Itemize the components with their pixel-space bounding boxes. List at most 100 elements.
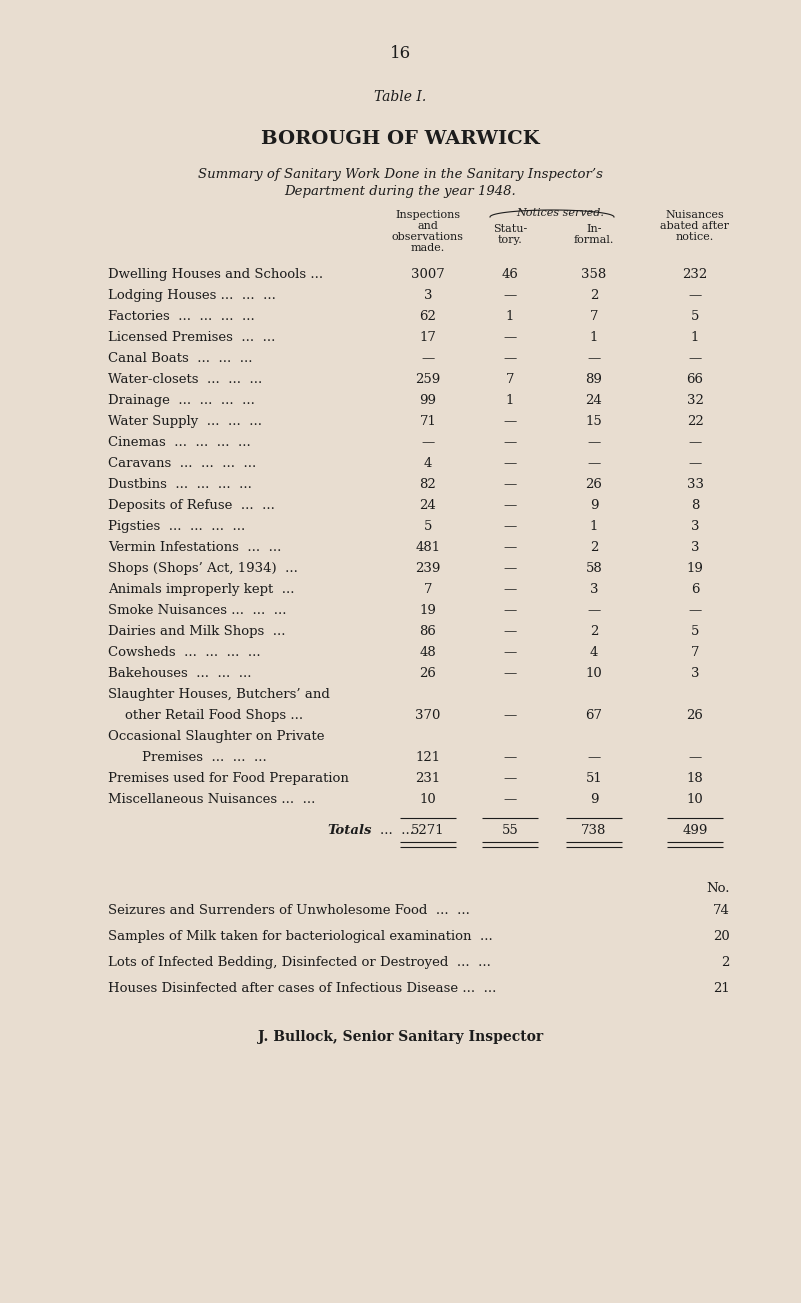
Text: —: — [503, 437, 517, 450]
Text: 5271: 5271 [411, 823, 445, 837]
Text: Dairies and Milk Shops  ...: Dairies and Milk Shops ... [108, 625, 285, 638]
Text: —: — [503, 709, 517, 722]
Text: formal.: formal. [574, 235, 614, 245]
Text: Bakehouses  ...  ...  ...: Bakehouses ... ... ... [108, 667, 252, 680]
Text: Inspections: Inspections [396, 210, 461, 220]
Text: 33: 33 [686, 478, 703, 491]
Text: 26: 26 [420, 667, 437, 680]
Text: 16: 16 [390, 46, 411, 63]
Text: Department during the year 1948.: Department during the year 1948. [284, 185, 517, 198]
Text: 20: 20 [713, 930, 730, 943]
Text: —: — [503, 646, 517, 659]
Text: Lots of Infected Bedding, Disinfected or Destroyed  ...  ...: Lots of Infected Bedding, Disinfected or… [108, 956, 491, 969]
Text: Canal Boats  ...  ...  ...: Canal Boats ... ... ... [108, 352, 252, 365]
Text: Dustbins  ...  ...  ...  ...: Dustbins ... ... ... ... [108, 478, 252, 491]
Text: observations: observations [392, 232, 464, 242]
Text: 51: 51 [586, 771, 602, 784]
Text: 7: 7 [424, 582, 433, 595]
Text: 9: 9 [590, 794, 598, 807]
Text: —: — [503, 771, 517, 784]
Text: Deposits of Refuse  ...  ...: Deposits of Refuse ... ... [108, 499, 275, 512]
Text: Caravans  ...  ...  ...  ...: Caravans ... ... ... ... [108, 457, 256, 470]
Text: —: — [503, 582, 517, 595]
Text: Notices served.: Notices served. [516, 208, 604, 218]
Text: 10: 10 [686, 794, 703, 807]
Text: —: — [587, 437, 601, 450]
Text: 22: 22 [686, 414, 703, 427]
Text: 18: 18 [686, 771, 703, 784]
Text: 4: 4 [424, 457, 433, 470]
Text: J. Bullock, Senior Sanitary Inspector: J. Bullock, Senior Sanitary Inspector [258, 1029, 543, 1044]
Text: Table I.: Table I. [374, 90, 427, 104]
Text: Shops (Shops’ Act, 1934)  ...: Shops (Shops’ Act, 1934) ... [108, 562, 298, 575]
Text: 62: 62 [420, 310, 437, 323]
Text: Cowsheds  ...  ...  ...  ...: Cowsheds ... ... ... ... [108, 646, 260, 659]
Text: 86: 86 [420, 625, 437, 638]
Text: 48: 48 [420, 646, 437, 659]
Text: —: — [688, 605, 702, 618]
Text: Lodging Houses ...  ...  ...: Lodging Houses ... ... ... [108, 289, 276, 302]
Text: 2: 2 [722, 956, 730, 969]
Text: 1: 1 [505, 394, 514, 407]
Text: Totals: Totals [328, 823, 372, 837]
Text: 55: 55 [501, 823, 518, 837]
Text: 74: 74 [713, 904, 730, 917]
Text: 5: 5 [690, 310, 699, 323]
Text: 3: 3 [590, 582, 598, 595]
Text: 71: 71 [420, 414, 437, 427]
Text: 24: 24 [420, 499, 437, 512]
Text: —: — [688, 457, 702, 470]
Text: 499: 499 [682, 823, 708, 837]
Text: 26: 26 [586, 478, 602, 491]
Text: Animals improperly kept  ...: Animals improperly kept ... [108, 582, 295, 595]
Text: 7: 7 [505, 373, 514, 386]
Text: 358: 358 [582, 268, 606, 281]
Text: 259: 259 [416, 373, 441, 386]
Text: Cinemas  ...  ...  ...  ...: Cinemas ... ... ... ... [108, 437, 251, 450]
Text: 231: 231 [416, 771, 441, 784]
Text: 99: 99 [420, 394, 437, 407]
Text: 46: 46 [501, 268, 518, 281]
Text: 15: 15 [586, 414, 602, 427]
Text: 3: 3 [690, 667, 699, 680]
Text: 2: 2 [590, 541, 598, 554]
Text: Houses Disinfected after cases of Infectious Disease ...  ...: Houses Disinfected after cases of Infect… [108, 982, 497, 995]
Text: 738: 738 [582, 823, 606, 837]
Text: —: — [421, 352, 435, 365]
Text: 2: 2 [590, 625, 598, 638]
Text: 17: 17 [420, 331, 437, 344]
Text: Premises used for Food Preparation: Premises used for Food Preparation [108, 771, 349, 784]
Text: notice.: notice. [676, 232, 714, 242]
Text: 481: 481 [416, 541, 441, 554]
Text: —: — [688, 437, 702, 450]
Text: Slaughter Houses, Butchers’ and: Slaughter Houses, Butchers’ and [108, 688, 330, 701]
Text: —: — [503, 520, 517, 533]
Text: 3: 3 [690, 520, 699, 533]
Text: —: — [503, 667, 517, 680]
Text: —: — [688, 751, 702, 764]
Text: —: — [503, 625, 517, 638]
Text: Seizures and Surrenders of Unwholesome Food  ...  ...: Seizures and Surrenders of Unwholesome F… [108, 904, 470, 917]
Text: 19: 19 [686, 562, 703, 575]
Text: 89: 89 [586, 373, 602, 386]
Text: No.: No. [706, 882, 730, 895]
Text: Drainage  ...  ...  ...  ...: Drainage ... ... ... ... [108, 394, 255, 407]
Text: 1: 1 [590, 331, 598, 344]
Text: —: — [503, 289, 517, 302]
Text: —: — [503, 541, 517, 554]
Text: Summary of Sanitary Work Done in the Sanitary Inspector’s: Summary of Sanitary Work Done in the San… [198, 168, 603, 181]
Text: —: — [688, 352, 702, 365]
Text: 4: 4 [590, 646, 598, 659]
Text: 66: 66 [686, 373, 703, 386]
Text: 10: 10 [586, 667, 602, 680]
Text: 6: 6 [690, 582, 699, 595]
Text: 7: 7 [690, 646, 699, 659]
Text: 9: 9 [590, 499, 598, 512]
Text: 5: 5 [424, 520, 433, 533]
Text: 121: 121 [416, 751, 441, 764]
Text: —: — [503, 562, 517, 575]
Text: 32: 32 [686, 394, 703, 407]
Text: Factories  ...  ...  ...  ...: Factories ... ... ... ... [108, 310, 255, 323]
Text: BOROUGH OF WARWICK: BOROUGH OF WARWICK [261, 130, 540, 149]
Text: 239: 239 [415, 562, 441, 575]
